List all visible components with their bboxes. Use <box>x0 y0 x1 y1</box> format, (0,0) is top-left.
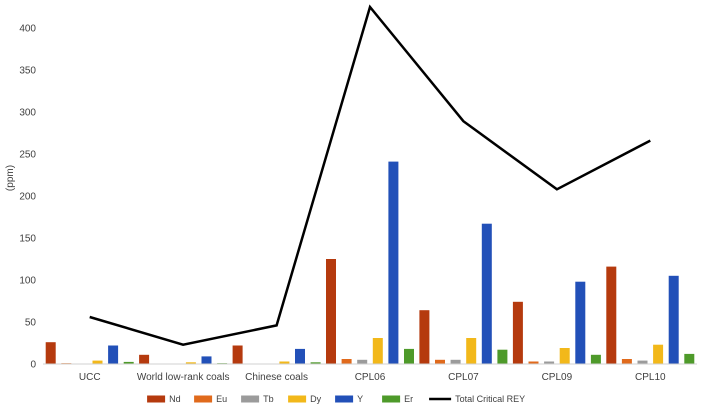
legend-label-dy: Dy <box>310 394 321 404</box>
bar-er <box>123 361 134 364</box>
y-tick-label: 200 <box>19 192 36 203</box>
bar-eu <box>341 359 352 364</box>
x-tick-label: CPL07 <box>448 372 479 383</box>
y-tick-label: 100 <box>19 276 36 287</box>
legend-swatch-eu <box>194 395 213 403</box>
y-tick-label: 300 <box>19 108 36 119</box>
bar-er <box>590 354 601 364</box>
bar-nd <box>45 342 56 364</box>
bar-y <box>575 281 586 364</box>
bar-nd <box>606 266 617 364</box>
bar-nd <box>232 345 243 364</box>
x-tick-label: CPL06 <box>355 372 386 383</box>
y-tick-label: 250 <box>19 150 36 161</box>
bar-y <box>388 161 399 364</box>
line-total-critical-rey <box>89 4 651 346</box>
bar-nd <box>512 301 523 364</box>
x-tick-label: World low-rank coals <box>137 372 230 383</box>
legend-swatch-dy <box>288 395 307 403</box>
bar-dy <box>653 344 664 364</box>
y-tick-label: 150 <box>19 234 36 245</box>
bar-eu <box>528 361 539 364</box>
bar-er <box>404 348 414 364</box>
bar-dy <box>185 362 196 364</box>
bar-y <box>295 348 305 364</box>
bar-eu <box>435 359 445 364</box>
legend-label-eu: Eu <box>216 394 227 404</box>
y-tick-label: 50 <box>25 318 37 329</box>
y-tick-label: 400 <box>19 24 36 35</box>
bar-er <box>684 353 695 364</box>
bar-dy <box>559 348 570 364</box>
bar-er <box>310 362 321 364</box>
x-axis-ticks: UCC World low-rank coals Chinese coals CPL0… <box>79 372 666 383</box>
legend: Nd Eu Tb Dy Y Er Total Critical REY <box>147 394 525 404</box>
legend-label-nd: Nd <box>169 394 181 404</box>
bar-dy <box>279 361 290 364</box>
legend-swatch-nd <box>147 395 166 403</box>
bar-tb <box>450 359 461 364</box>
legend-label-tb: Tb <box>263 394 274 404</box>
bar-y <box>108 345 119 364</box>
bar-y <box>481 223 492 364</box>
bar-dy <box>466 338 477 364</box>
y-axis-ticks: 0 50 100 150 200 250 300 350 400 <box>19 24 36 371</box>
bar-tb <box>357 359 368 364</box>
legend-label-total-critical-rey: Total Critical REY <box>455 394 525 404</box>
bar-tb <box>637 360 648 364</box>
x-tick-label: Chinese coals <box>245 372 308 383</box>
bar-series <box>45 161 695 364</box>
bar-eu <box>621 359 632 364</box>
y-axis-title: (ppm) <box>5 165 16 191</box>
bar-er <box>497 349 508 364</box>
bar-nd <box>326 259 336 364</box>
bar-tb <box>544 361 555 364</box>
bar-dy <box>92 360 103 364</box>
legend-label-er: Er <box>404 394 413 404</box>
legend-swatch-y <box>335 395 354 403</box>
bar-nd <box>139 354 150 364</box>
bar-y <box>201 356 212 364</box>
bar-dy <box>372 338 383 364</box>
bar-y <box>668 275 679 364</box>
x-tick-label: CPL09 <box>542 372 573 383</box>
legend-swatch-tb <box>241 395 260 403</box>
x-tick-label: CPL10 <box>635 372 666 383</box>
bar-nd <box>419 310 430 364</box>
y-tick-label: 350 <box>19 66 36 77</box>
x-tick-label: UCC <box>79 372 101 383</box>
legend-label-y: Y <box>357 394 363 404</box>
legend-swatch-er <box>382 395 401 403</box>
line-series <box>89 4 651 346</box>
y-tick-label: 0 <box>30 360 36 371</box>
